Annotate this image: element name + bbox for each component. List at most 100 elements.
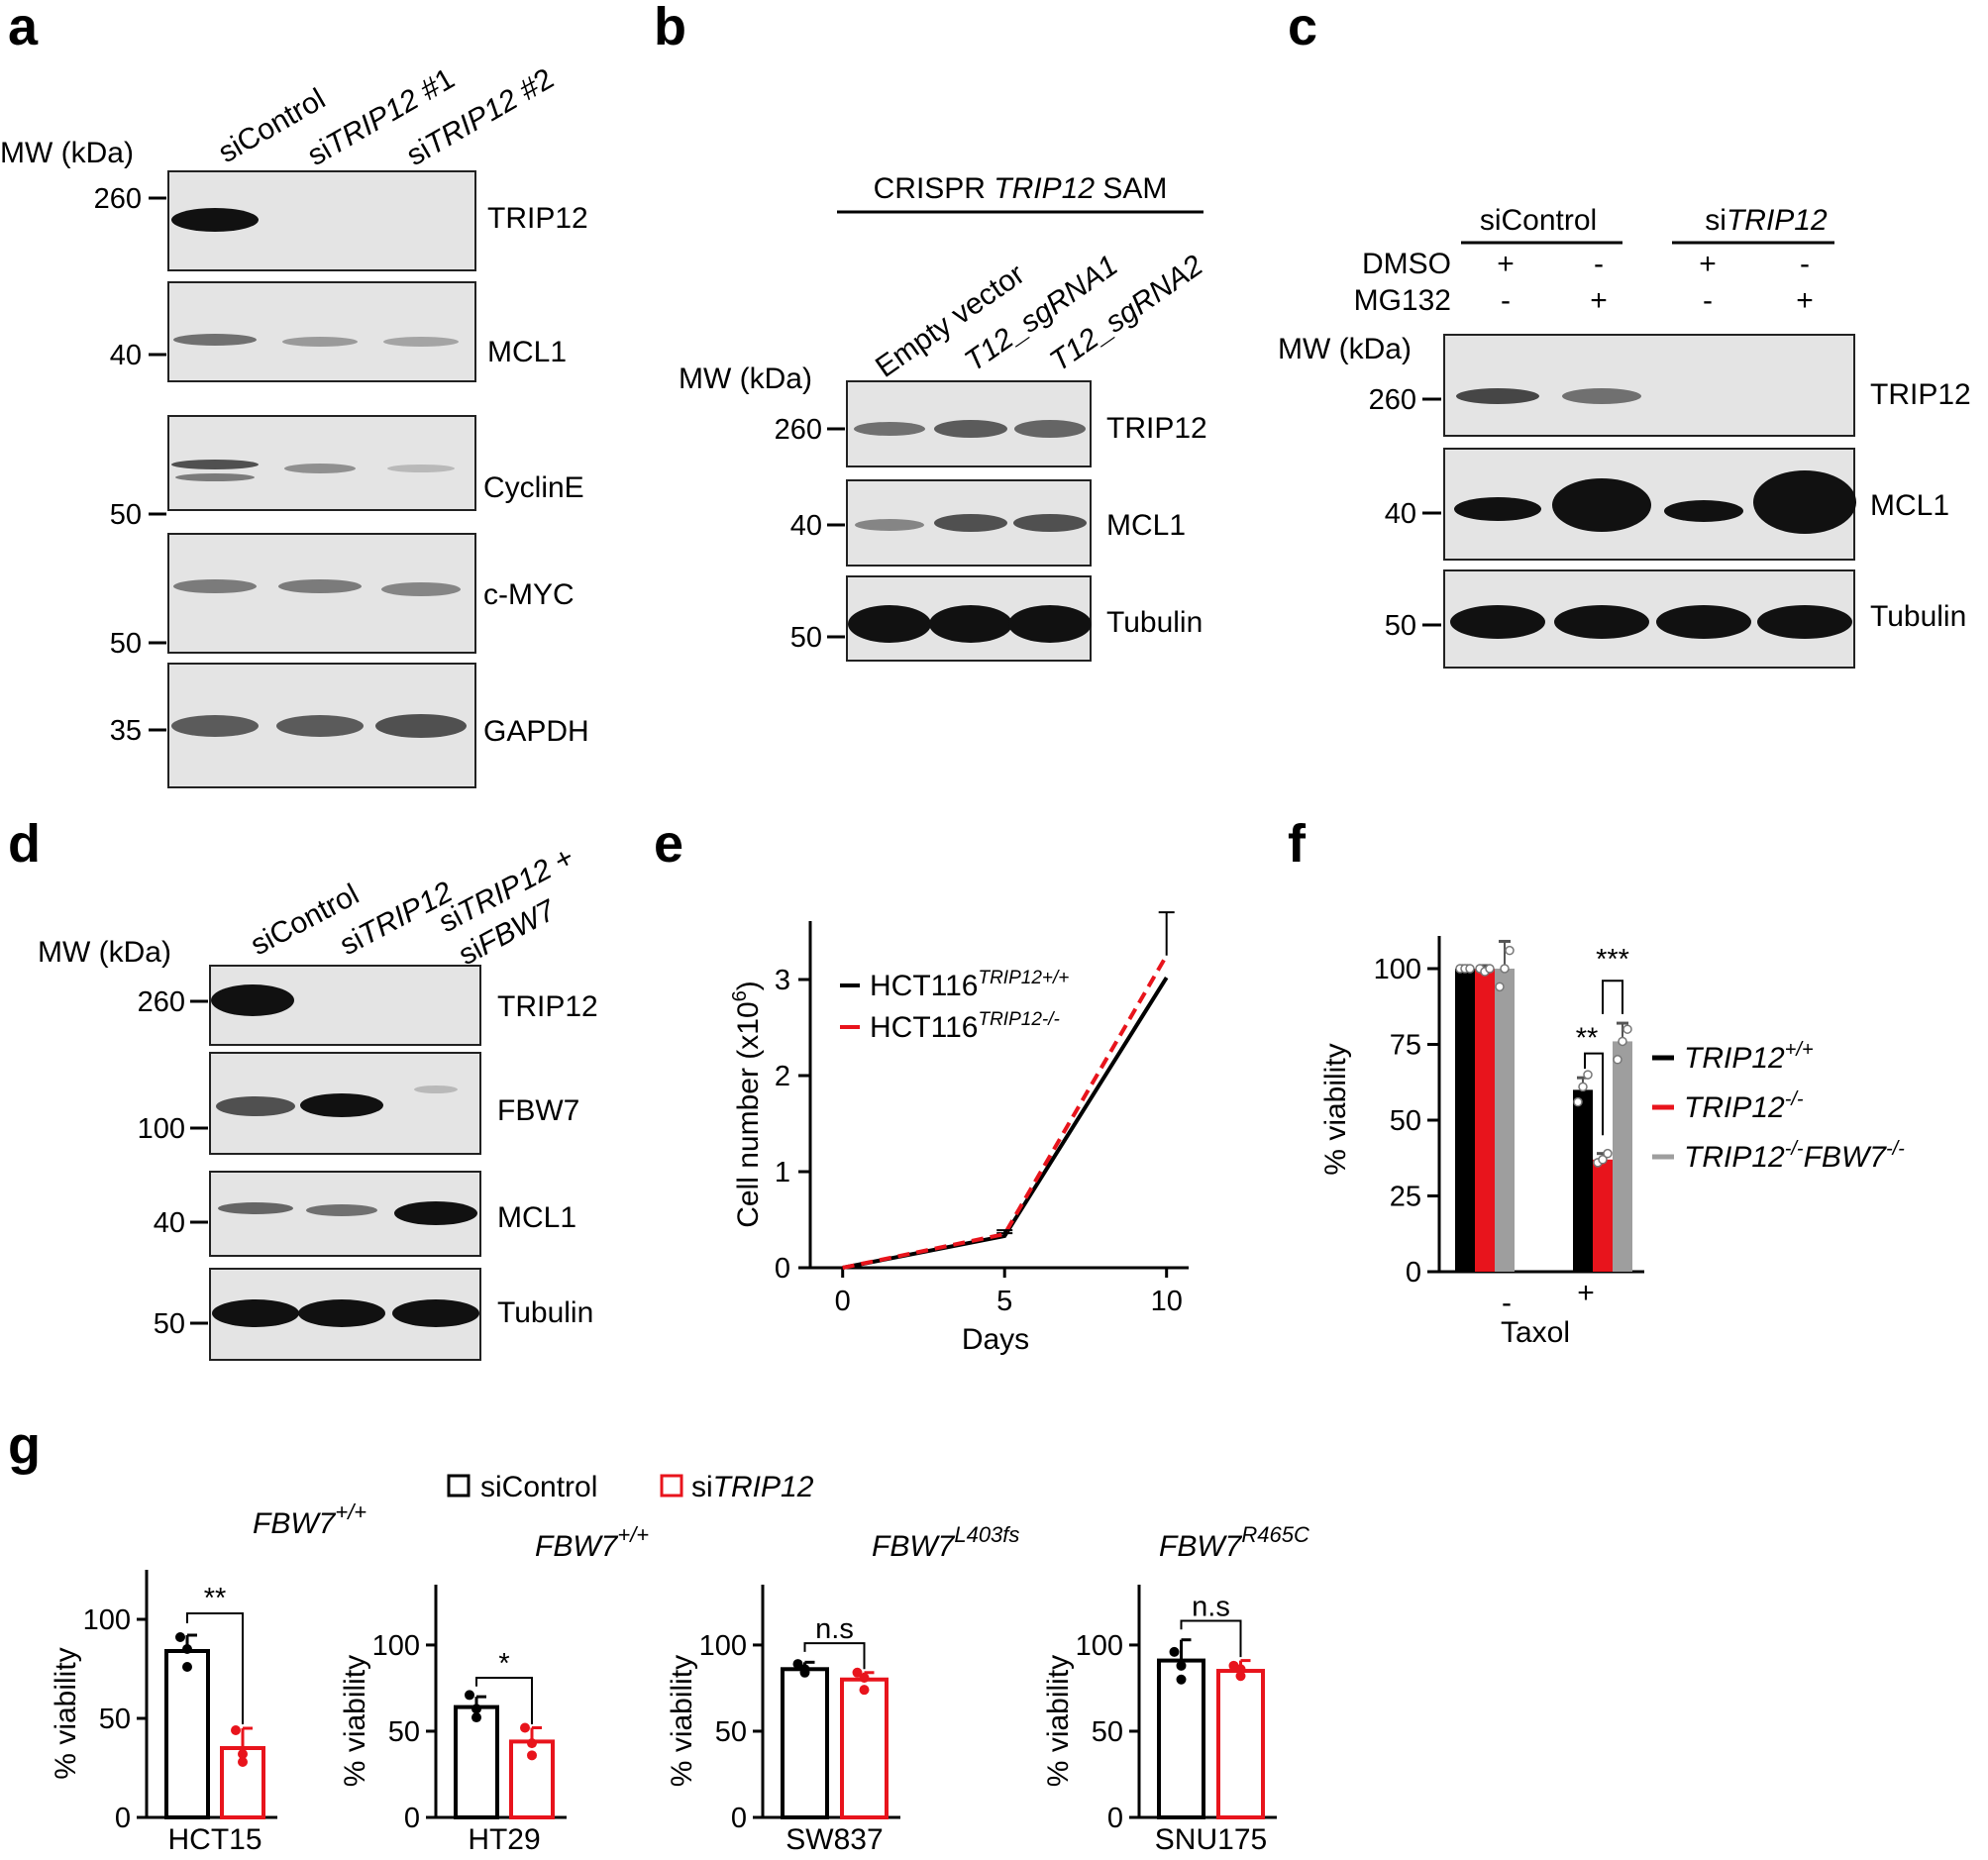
g-ylabel: % viability xyxy=(50,1647,82,1779)
chart-g-viability: 0 50 100 ** FBW7+/+ % viability HCT15 0 50 100 * FB… xyxy=(50,1499,1309,1856)
g-ytick-label: 100 xyxy=(372,1630,420,1662)
blot-label-a-mcl1: MCL1 xyxy=(487,336,567,368)
g-point xyxy=(527,1750,537,1761)
g-point xyxy=(182,1662,192,1672)
g-bar xyxy=(1216,1669,1265,1819)
blot-label-a-trip12: TRIP12 xyxy=(487,202,588,235)
g-sig-label: n.s xyxy=(1192,1591,1230,1622)
e-ytick-label: 0 xyxy=(775,1253,790,1285)
blot-a-trip12 xyxy=(167,170,476,271)
mw-label-b: MW (kDa) xyxy=(679,362,812,395)
g-bar xyxy=(454,1705,499,1820)
chart-e-growth: 0 1 2 3 0 5 10 Cell number (x106) Days HCT116… xyxy=(729,911,1189,1356)
e-ytick-label: 2 xyxy=(775,1061,790,1092)
g-point xyxy=(471,1704,481,1714)
legend-e-wt: HCT116TRIP12+/+ xyxy=(870,968,1069,1002)
blot-d-trip12 xyxy=(209,965,481,1046)
blot-label-c-trip12: TRIP12 xyxy=(1870,378,1971,411)
f-sig-bracket-1 xyxy=(1584,1052,1604,1136)
g-point xyxy=(182,1644,192,1654)
blot-label-a-cycline: CyclinE xyxy=(483,471,584,504)
g-ytick-label: 50 xyxy=(715,1716,747,1748)
blot-a-mcl1 xyxy=(167,281,476,382)
f-point xyxy=(1613,1055,1622,1065)
g-point xyxy=(859,1673,870,1683)
chart-f-legend: TRIP12+/+ TRIP12-/- TRIP12-/-FBW7-/- xyxy=(1652,1039,1905,1174)
mw-marker-c-50: 50 xyxy=(1385,610,1416,642)
f-point xyxy=(1505,945,1515,956)
mw-marker-b-40: 40 xyxy=(790,510,822,542)
blot-label-a-gapdh: GAPDH xyxy=(483,715,589,748)
mg132-sign-3: - xyxy=(1703,284,1713,317)
g-ytick-label: 0 xyxy=(1107,1803,1123,1834)
g-ylabel: % viability xyxy=(339,1655,371,1787)
panel-letter-b: b xyxy=(654,0,686,56)
blot-c-trip12 xyxy=(1443,334,1855,437)
g-xlabel: SW837 xyxy=(785,1823,883,1856)
chart-f-xtick-plus: + xyxy=(1577,1277,1595,1309)
f-ytick-label: 75 xyxy=(1390,1030,1421,1062)
dmso-sign-3: + xyxy=(1699,248,1717,280)
f-point xyxy=(1465,964,1475,974)
f-point xyxy=(1622,1024,1632,1034)
legend-f-dko: TRIP12-/-FBW7-/- xyxy=(1684,1138,1905,1174)
g-ytick-label: 0 xyxy=(115,1803,131,1834)
g-subplot-SNU175: 0 50 100 n.s FBW7R465C % viability SNU175 xyxy=(1042,1522,1309,1856)
g-sig-label: * xyxy=(498,1648,509,1680)
blot-a-cycline xyxy=(167,415,476,511)
f-point xyxy=(1618,1036,1627,1047)
chart-e-legend: HCT116TRIP12+/+ HCT116TRIP12-/- xyxy=(840,968,1069,1044)
g-ytick-label: 50 xyxy=(388,1716,420,1748)
g-point xyxy=(471,1712,481,1723)
group-label-sicontrol: siControl xyxy=(1480,204,1597,237)
mg132-sign-2: + xyxy=(1590,284,1608,317)
g-point xyxy=(1235,1671,1246,1682)
blot-label-d-trip12: TRIP12 xyxy=(497,990,598,1023)
mw-marker-b-50: 50 xyxy=(790,622,822,654)
g-point xyxy=(527,1738,537,1749)
g-xlabel: HT29 xyxy=(468,1823,540,1856)
blot-label-b-mcl1: MCL1 xyxy=(1106,509,1186,542)
g-point xyxy=(175,1632,185,1642)
f-point xyxy=(1583,1070,1593,1080)
mw-marker-c-40: 40 xyxy=(1385,498,1416,530)
mg132-sign-4: + xyxy=(1796,284,1814,317)
blot-d-fbw7 xyxy=(209,1052,481,1155)
treatment-label-mg132: MG132 xyxy=(1354,284,1451,317)
blot-label-b-tubulin: Tubulin xyxy=(1106,606,1203,639)
f-point xyxy=(1500,964,1510,974)
g-point xyxy=(852,1667,863,1678)
panel-letter-e: e xyxy=(654,814,683,874)
f-sig-label-2: *** xyxy=(1596,944,1629,976)
e-xtick-label: 10 xyxy=(1151,1286,1183,1317)
blot-label-d-tubulin: Tubulin xyxy=(497,1296,593,1329)
e-ytick-label: 1 xyxy=(775,1157,790,1188)
mw-marker-a-260: 260 xyxy=(94,183,142,215)
f-bar xyxy=(1455,969,1475,1272)
mw-marker-d-260: 260 xyxy=(138,986,185,1018)
blot-c-tubulin xyxy=(1443,569,1855,669)
chart-g-legend: siControl siTRIP12 xyxy=(447,1471,814,1503)
blot-label-d-fbw7: FBW7 xyxy=(497,1094,579,1127)
f-bar xyxy=(1613,1041,1632,1272)
g-bar xyxy=(840,1677,889,1819)
g-sig-label: n.s xyxy=(815,1613,854,1645)
blot-label-b-trip12: TRIP12 xyxy=(1106,412,1207,445)
g-point xyxy=(1176,1660,1187,1671)
f-ytick-label: 25 xyxy=(1390,1182,1421,1213)
chart-f-ylabel: % viability xyxy=(1319,1043,1352,1175)
panel-letter-f: f xyxy=(1288,814,1307,874)
chart-f-xlabel: Taxol xyxy=(1501,1316,1570,1349)
blot-b-trip12 xyxy=(846,380,1092,467)
e-xtick-label: 0 xyxy=(835,1286,851,1317)
f-point xyxy=(1578,1082,1588,1092)
g-point xyxy=(1176,1674,1187,1685)
g-ylabel: % viability xyxy=(666,1655,698,1787)
g-point xyxy=(1235,1664,1246,1675)
g-ytick-label: 100 xyxy=(83,1604,131,1636)
blot-a-gapdh xyxy=(167,663,476,788)
treatment-label-dmso: DMSO xyxy=(1362,248,1451,280)
g-ytick-label: 50 xyxy=(99,1704,131,1735)
g-ytick-label: 50 xyxy=(1092,1716,1123,1748)
